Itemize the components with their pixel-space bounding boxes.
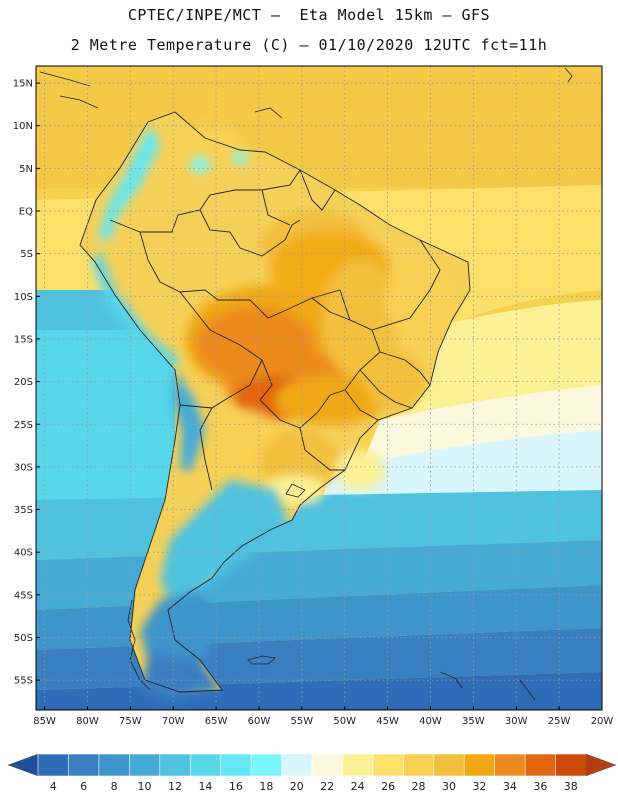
colorbar-swatch — [220, 753, 252, 777]
lon-label: 80W — [76, 716, 99, 727]
colorbar-swatch — [342, 753, 374, 777]
lon-label: 55W — [291, 716, 314, 727]
colorbar: 4 6 8 10 12 14 16 18 20 22 24 26 28 30 32 34 36 38 — [7, 753, 617, 793]
lat-label: 55S — [14, 676, 33, 687]
colorbar-label: 4 — [50, 780, 57, 793]
lon-label: 20W — [591, 716, 614, 727]
colorbar-label: 18 — [259, 780, 273, 793]
colorbar-label: 10 — [138, 780, 152, 793]
colorbar-label: 26 — [381, 780, 395, 793]
colorbar-swatch — [37, 753, 70, 777]
colorbar-label: 8 — [111, 780, 118, 793]
lon-label: 45W — [376, 716, 399, 727]
colorbar-label: 38 — [564, 780, 578, 793]
lat-label: 45S — [14, 590, 33, 601]
colorbar-swatch — [311, 753, 344, 777]
lon-label: 85W — [33, 716, 56, 727]
lon-label: 75W — [119, 716, 142, 727]
map-title: CPTEC/INPE/MCT – Eta Model 15km – GFS — [127, 6, 491, 24]
lat-label: 30S — [14, 462, 33, 473]
lon-label: 30W — [505, 716, 528, 727]
lon-label: 60W — [248, 716, 271, 727]
lat-label: 5S — [20, 249, 33, 260]
colorbar-label: 32 — [472, 780, 486, 793]
colorbar-over-arrow — [585, 753, 617, 777]
colorbar-label: 6 — [80, 780, 87, 793]
lat-lon-grid — [36, 66, 602, 710]
colorbar-label: 22 — [320, 780, 334, 793]
colorbar-label: 36 — [533, 780, 547, 793]
colorbar-label: 12 — [168, 780, 182, 793]
colorbar-swatch — [524, 753, 557, 777]
colorbar-swatch — [68, 753, 100, 777]
lat-label: 5N — [19, 164, 33, 175]
colorbar-swatch — [98, 753, 130, 777]
lat-label: 50S — [14, 633, 33, 644]
lon-label: 35W — [462, 716, 485, 727]
colorbar-swatch — [129, 753, 161, 777]
colorbar-swatch — [433, 753, 465, 777]
colorbar-label: 28 — [412, 780, 426, 793]
lat-label: 10N — [13, 121, 33, 132]
colorbar-swatch — [159, 753, 191, 777]
map-subtitle: 2 Metre Temperature (C) – 01/10/2020 12U… — [70, 36, 548, 54]
colorbar-swatch — [494, 753, 526, 777]
lat-label: 20S — [14, 377, 33, 388]
colorbar-swatch — [189, 753, 222, 777]
latitude-labels: 15N 10N 5N EQ 5S 10S 15S 20S 25S 30S 35S 40S 45S 50S 5… — [13, 79, 40, 687]
colorbar-label: 24 — [351, 780, 365, 793]
andes-cool-strip — [92, 125, 290, 700]
colorbar-label: 20 — [290, 780, 304, 793]
temperature-field — [36, 66, 602, 710]
country-borders — [79, 111, 471, 693]
lat-label: 15N — [13, 79, 33, 90]
colorbar-label: 14 — [198, 780, 212, 793]
lon-label: 40W — [419, 716, 442, 727]
colorbar-swatch — [403, 753, 435, 777]
colorbar-label: 30 — [442, 780, 456, 793]
lat-label: 40S — [14, 548, 33, 559]
colorbar-swatch — [281, 753, 313, 777]
colorbar-swatch — [250, 753, 283, 777]
islands — [39, 67, 573, 701]
lon-label: 65W — [205, 716, 228, 727]
colorbar-label: 34 — [503, 780, 517, 793]
lon-label: 70W — [162, 716, 185, 727]
lat-label: 35S — [14, 505, 33, 516]
lat-label: 10S — [14, 292, 33, 303]
lat-label: 15S — [14, 334, 33, 345]
lon-label: 50W — [333, 716, 356, 727]
colorbar-swatch — [555, 753, 587, 777]
lat-label: EQ — [19, 207, 33, 218]
plot-frame — [35, 65, 603, 711]
lat-label: 25S — [14, 420, 33, 431]
colorbar-swatch — [372, 753, 404, 777]
longitude-labels: 85W 80W 75W 70W 65W 60W 55W 50W 45W 40W 35W 30W 25W 2… — [33, 706, 613, 727]
colorbar-under-arrow — [7, 753, 39, 777]
lon-label: 25W — [548, 716, 571, 727]
colorbar-label: 16 — [229, 780, 243, 793]
colorbar-swatch — [463, 753, 496, 777]
